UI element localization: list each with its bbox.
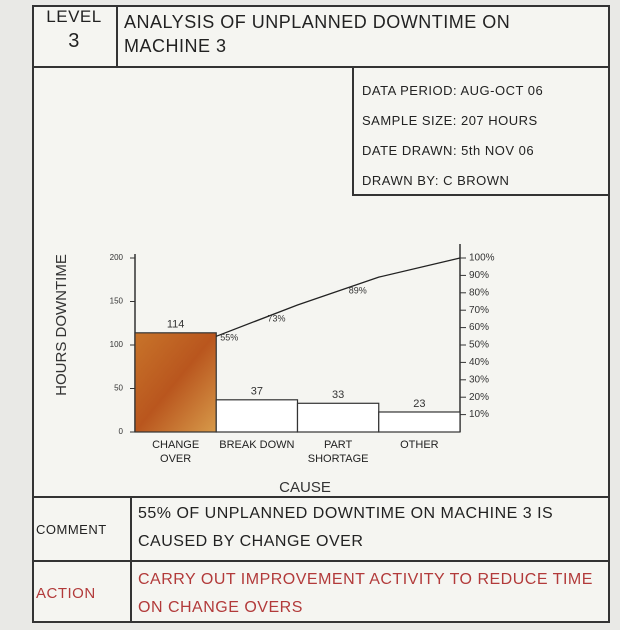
y2-tick-label: 100% [469, 253, 495, 264]
cumulative-label: 89% [349, 286, 367, 296]
y-tick-label: 50 [114, 384, 123, 393]
x-tick-label: OTHER [380, 438, 458, 452]
y2-tick-label: 70% [469, 305, 489, 316]
action-label: ACTION [36, 582, 128, 606]
y2-tick-label: 30% [469, 374, 489, 385]
x-tick-label: BREAK DOWN [218, 438, 296, 452]
divider [32, 560, 610, 562]
y2-tick-label: 90% [469, 270, 489, 281]
bar-value-label: 33 [332, 389, 344, 401]
comment: 55% OF UNPLANNED DOWNTIME ON MACHINE 3 I… [138, 500, 606, 556]
bar [135, 333, 216, 432]
page: LEVEL 3 ANALYSIS OF UNPLANNED DOWNTIME O… [0, 0, 620, 630]
bar [216, 400, 297, 432]
y2-tick-label: 20% [469, 392, 489, 403]
x-tick-label: CHANGE OVER [137, 438, 215, 466]
bar-value-label: 23 [413, 398, 425, 410]
cumulative-line [216, 258, 460, 336]
comment-label: COMMENT [36, 518, 128, 542]
y-axis-label: HOURS DOWNTIME [53, 254, 70, 396]
y-tick-label: 100 [110, 340, 124, 349]
x-tick-label: PART SHORTAGE [299, 438, 377, 466]
y-tick-label: 200 [110, 253, 124, 262]
divider [130, 496, 132, 623]
bar [298, 403, 379, 432]
y2-tick-label: 40% [469, 357, 489, 368]
action: CARRY OUT IMPROVEMENT ACTIVITY TO REDUCE… [138, 566, 606, 622]
bar-value-label: 114 [167, 319, 185, 331]
x-axis-label: CAUSE [279, 479, 331, 496]
bar-value-label: 37 [251, 386, 263, 398]
cumulative-label: 55% [220, 333, 238, 343]
y2-tick-label: 60% [469, 322, 489, 333]
y-tick-label: 150 [110, 297, 124, 306]
y2-tick-label: 80% [469, 287, 489, 298]
y-tick-label: 0 [119, 427, 124, 436]
bar [379, 412, 460, 432]
y2-tick-label: 10% [469, 409, 489, 420]
y2-tick-label: 50% [469, 340, 489, 351]
cumulative-label: 73% [267, 313, 285, 323]
divider [32, 496, 610, 498]
